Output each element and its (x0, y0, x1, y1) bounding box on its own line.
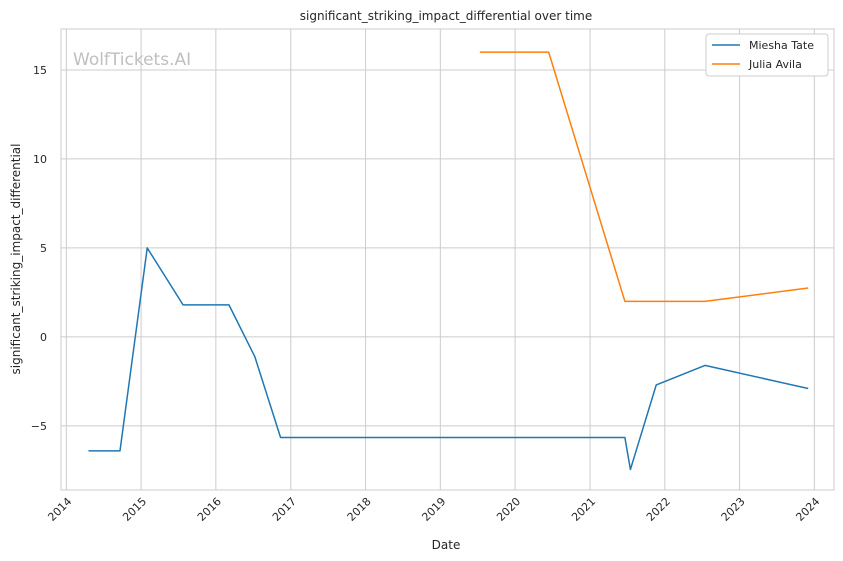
legend-label: Julia Avila (748, 58, 802, 71)
series-0 (86, 246, 810, 472)
x-tick-label: 2014 (45, 495, 74, 524)
data-point (227, 303, 231, 307)
data-point (806, 286, 810, 290)
x-tick-label: 2019 (419, 495, 448, 524)
grid (61, 29, 834, 490)
plot-background (61, 29, 834, 490)
y-tick-label: −5 (31, 420, 47, 433)
x-tick-label: 2018 (345, 495, 374, 524)
series-1 (478, 50, 810, 303)
x-tick-label: 2024 (793, 495, 822, 524)
data-point (145, 246, 149, 250)
watermark: WolfTickets.AI (73, 50, 191, 70)
x-tick-labels: 2014 2015 2016 2017 2018 2019 2020 2021 2022 2023… (45, 495, 822, 524)
y-tick-label: 5 (40, 242, 47, 255)
data-point (181, 303, 185, 307)
data-point (703, 299, 707, 303)
data-point (623, 435, 627, 439)
data-point (253, 355, 257, 359)
x-axis-label: Date (432, 538, 461, 552)
series-line (88, 247, 809, 471)
data-point (547, 50, 551, 54)
data-point (279, 435, 283, 439)
data-point (623, 299, 627, 303)
x-tick-label: 2020 (494, 495, 523, 524)
x-tick-label: 2021 (569, 495, 598, 524)
x-tick-label: 2015 (120, 495, 149, 524)
y-axis-label: significant_striking_impact_differential (9, 144, 23, 375)
x-tick-label: 2022 (644, 495, 673, 524)
data-point (628, 468, 632, 472)
plot-frame (60, 28, 835, 491)
x-tick-label: 2017 (270, 495, 299, 524)
legend-label: Miesha Tate (749, 39, 814, 52)
data-point (118, 449, 122, 453)
data-point (806, 387, 810, 391)
data-point (478, 50, 482, 54)
chart-title: significant_striking_impact_differential… (300, 9, 592, 23)
data-point (654, 383, 658, 387)
series-layer (86, 50, 810, 472)
x-tick-label: 2016 (195, 495, 224, 524)
y-tick-label: 0 (40, 331, 47, 344)
y-tick-label: 15 (33, 64, 47, 77)
legend: Miesha Tate Julia Avila (705, 33, 829, 77)
series-line (479, 51, 809, 303)
y-tick-labels: −5 0 5 10 15 (31, 64, 47, 433)
data-point (86, 449, 90, 453)
x-tick-label: 2023 (719, 495, 748, 524)
data-point (703, 363, 707, 367)
y-tick-label: 10 (33, 153, 47, 166)
